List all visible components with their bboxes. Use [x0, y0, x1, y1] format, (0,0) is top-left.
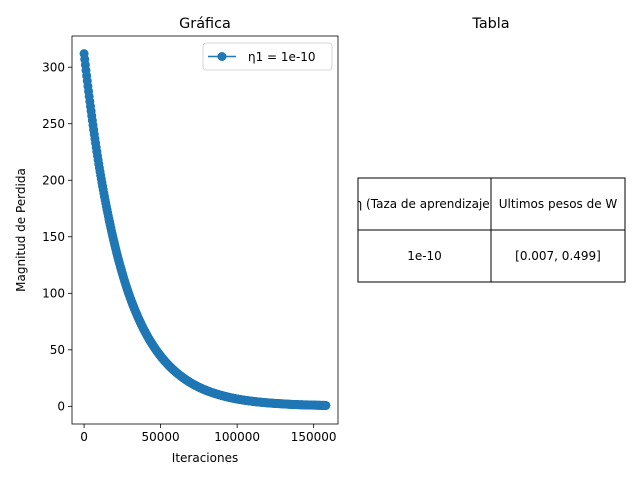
- y-axis-ticks: 0 50 100 150 200 250 300: [42, 61, 72, 414]
- table-panel: Tabla η (Taza de aprendizaje) Ultimos pe…: [355, 16, 626, 283]
- x-tick-label: 0: [80, 430, 88, 444]
- chart-title: Gráfica: [179, 16, 231, 32]
- table-cell-last-weights: [0.007, 0.499]: [515, 249, 601, 263]
- y-tick-label: 100: [42, 287, 65, 301]
- y-tick-label: 200: [42, 174, 65, 188]
- y-tick-label: 50: [50, 343, 65, 357]
- x-tick-label: 50000: [142, 430, 180, 444]
- table-grid: [357, 177, 626, 283]
- data-point: [321, 400, 331, 410]
- x-tick-label: 100000: [214, 430, 260, 444]
- table-title: Tabla: [471, 16, 509, 32]
- legend-marker-sample: [217, 52, 227, 61]
- legend-label: η1 = 1e-10: [248, 50, 316, 64]
- table-header-last-weights: Ultimos pesos de W: [499, 197, 618, 211]
- x-tick-label: 150000: [291, 430, 337, 444]
- line-chart: Gráfica 0 50000 100000 150000 0 50 100 150 200 2…: [14, 16, 339, 465]
- series-layer: [79, 49, 331, 410]
- series-line: [83, 53, 326, 407]
- y-tick-label: 0: [57, 400, 65, 414]
- plot-frame: [71, 35, 339, 425]
- x-axis-label: Iteraciones: [172, 451, 238, 465]
- y-tick-label: 250: [42, 117, 65, 131]
- x-axis-ticks: 0 50000 100000 150000: [80, 424, 337, 444]
- y-tick-label: 150: [42, 230, 65, 244]
- table-cell-learning-rate: 1e-10: [407, 249, 442, 263]
- legend-frame: [202, 42, 333, 71]
- y-tick-label: 300: [42, 61, 65, 75]
- table-header-learning-rate: η (Taza de aprendizaje): [355, 197, 495, 211]
- legend: η1 = 1e-10: [202, 42, 333, 71]
- y-axis-label: Magnitud de Perdida: [14, 168, 28, 292]
